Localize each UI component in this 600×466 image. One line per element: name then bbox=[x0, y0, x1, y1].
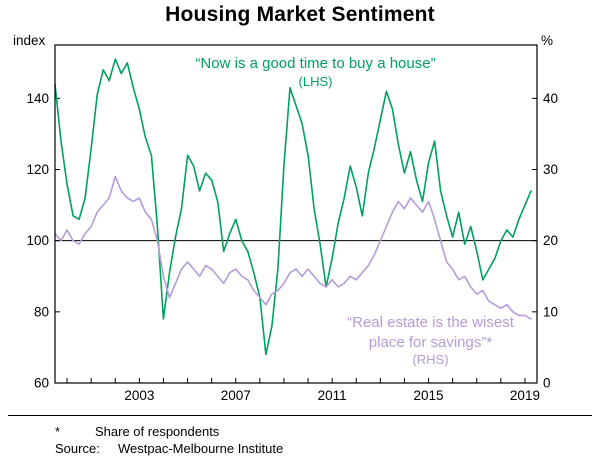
footnote-asterisk-symbol: * bbox=[55, 424, 61, 439]
annotation-rhs-text-line1: “Real estate is the wisest bbox=[347, 314, 514, 331]
x-axis-year-label: 2003 bbox=[124, 388, 154, 403]
annotation-rhs: “Real estate is the wisest place for sav… bbox=[303, 313, 558, 369]
annotation-lhs-text: “Now is a good time to buy a house” bbox=[195, 55, 436, 72]
left-axis-unit-label: index bbox=[13, 33, 46, 48]
right-axis-tick-label: 0 bbox=[543, 376, 551, 391]
footnote-source-label: Source: bbox=[55, 441, 100, 456]
footnote-source-text: Westpac-Melbourne Institute bbox=[118, 441, 284, 456]
left-axis-tick-label: 120 bbox=[26, 162, 49, 177]
left-axis-tick-label: 80 bbox=[34, 304, 49, 319]
annotation-lhs-axis: (LHS) bbox=[298, 73, 333, 89]
x-axis-year-label: 2015 bbox=[414, 388, 444, 403]
annotation-rhs-text-line2: place for savings”* bbox=[368, 333, 493, 351]
annotation-rhs-axis: (RHS) bbox=[412, 352, 449, 367]
x-axis-year-label: 2007 bbox=[221, 388, 251, 403]
footnote-asterisk-text: Share of respondents bbox=[95, 424, 220, 439]
series-line-rhs bbox=[54, 175, 532, 320]
footnote-divider bbox=[8, 415, 592, 416]
left-axis-tick-label: 140 bbox=[26, 91, 49, 106]
footnote-asterisk: * Share of respondents bbox=[55, 424, 219, 439]
right-axis-tick-label: 10 bbox=[543, 304, 558, 319]
right-axis-tick-label: 40 bbox=[543, 91, 558, 106]
annotation-lhs: “Now is a good time to buy a house” (LHS… bbox=[158, 54, 473, 90]
plot-frame bbox=[54, 44, 538, 384]
footnote-source: Source: Westpac-Melbourne Institute bbox=[55, 441, 283, 456]
right-axis-tick-label: 30 bbox=[543, 162, 558, 177]
left-axis-tick-label: 100 bbox=[26, 233, 49, 248]
x-axis-year-label: 2019 bbox=[510, 388, 540, 403]
x-axis-year-label: 2011 bbox=[318, 388, 347, 403]
chart-title: Housing Market Sentiment bbox=[165, 3, 435, 26]
left-axis-tick-label: 60 bbox=[34, 376, 49, 391]
right-axis-tick-label: 20 bbox=[543, 233, 558, 248]
series-line-lhs bbox=[54, 58, 532, 356]
right-axis-unit-label: % bbox=[541, 33, 554, 48]
